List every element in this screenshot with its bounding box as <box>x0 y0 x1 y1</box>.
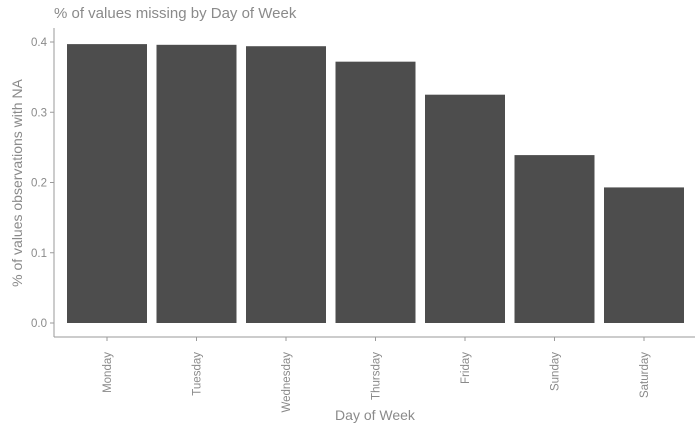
bar-saturday <box>604 187 684 323</box>
bar-tuesday <box>156 44 237 324</box>
x-tick-label: Saturday <box>639 352 651 398</box>
x-axis-title: Day of Week <box>335 407 416 423</box>
bars-group <box>67 44 684 324</box>
chart-title: % of values missing by Day of Week <box>54 5 297 22</box>
x-tick-label: Tuesday <box>192 352 204 396</box>
x-tick-label: Thursday <box>371 352 383 400</box>
y-tick-label: 0.4 <box>31 37 48 49</box>
bar-wednesday <box>246 46 326 324</box>
x-tick-label: Sunday <box>550 352 562 391</box>
x-tick-label: Wednesday <box>281 352 293 413</box>
y-tick-label: 0.3 <box>31 107 47 119</box>
y-tick-label: 0.1 <box>31 248 47 260</box>
x-tick-label: Friday <box>460 352 472 384</box>
bar-friday <box>425 94 505 323</box>
y-axis: 0.0 0.1 0.2 0.3 0.4 <box>31 28 55 337</box>
y-axis-title: % of values observations with NA <box>9 78 25 286</box>
bar-thursday <box>335 61 416 324</box>
y-tick-label: 0.0 <box>31 318 47 330</box>
x-axis: Monday Tuesday Wednesday Thursday Friday Sund… <box>54 336 695 413</box>
x-tick-label: Monday <box>102 352 114 393</box>
y-tick-label: 0.2 <box>31 178 47 190</box>
bar-sunday <box>514 155 595 323</box>
bar-monday <box>67 44 147 324</box>
